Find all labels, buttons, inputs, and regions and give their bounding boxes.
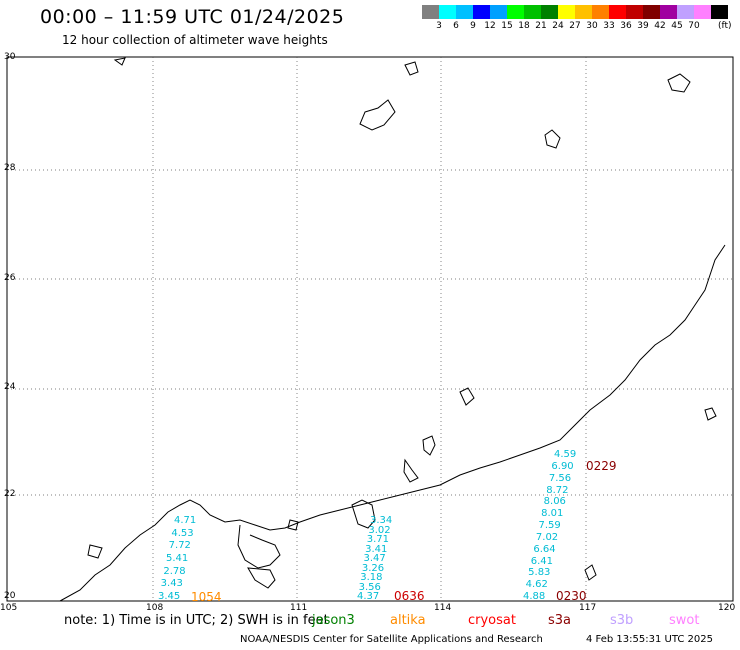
credit-line: NOAA/NESDIS Center for Satellite Applica… <box>240 634 543 645</box>
wave-height-value: 6.41 <box>530 555 554 567</box>
color-scale-tick: 21 <box>535 21 547 31</box>
wave-height-value: 6.64 <box>533 543 556 555</box>
color-scale-swatch <box>660 5 677 19</box>
satellite-legend-s3a: s3a <box>548 613 572 628</box>
wave-height-value: 3.41 <box>365 543 388 555</box>
wave-height-value: 4.53 <box>171 527 194 539</box>
color-scale-tick: 15 <box>501 21 513 31</box>
track-time-label: 0230 <box>556 589 587 603</box>
wave-height-value: 7.72 <box>168 540 191 552</box>
color-scale-tick: 9 <box>470 21 476 31</box>
color-scale-tick: 3 <box>436 21 442 31</box>
generated-timestamp: 4 Feb 13:55:31 UTC 2025 <box>586 634 713 645</box>
color-scale-swatch <box>575 5 592 19</box>
wave-height-value: 3.43 <box>160 578 183 590</box>
grid-lines <box>7 57 733 601</box>
color-scale-swatch <box>558 5 575 19</box>
satellite-legend-altika: altika <box>390 613 426 628</box>
color-scale-tick: 27 <box>569 21 581 31</box>
color-scale-unit: (ft) <box>718 21 732 31</box>
wave-height-value: 5.83 <box>528 567 551 579</box>
wave-height-value: 3.47 <box>363 553 386 564</box>
map-frame <box>6 56 734 602</box>
color-scale-tick: 42 <box>654 21 666 31</box>
color-scale-tick: 70 <box>688 21 700 31</box>
map-subtitle: 12 hour collection of altimeter wave hei… <box>62 33 328 47</box>
color-scale-swatch <box>524 5 541 19</box>
color-scale-tick: 6 <box>453 21 459 31</box>
color-scale-swatch <box>422 5 439 19</box>
color-scale-swatch <box>694 5 711 19</box>
color-scale-swatch <box>711 5 728 19</box>
color-scale-swatch <box>439 5 456 19</box>
color-scale-tick: 33 <box>603 21 615 31</box>
footer-note: note: 1) Time is in UTC; 2) SWH is in fe… <box>64 613 329 628</box>
color-scale-tick: 36 <box>620 21 632 31</box>
wave-height-value: 3.26 <box>361 562 385 574</box>
wave-height-value: 6.90 <box>551 460 574 472</box>
color-scale-swatch <box>643 5 660 19</box>
wave-height-value: 3.45 <box>158 591 181 602</box>
wave-height-value: 3.71 <box>366 534 390 545</box>
wave-height-value: 4.88 <box>523 591 546 602</box>
wave-height-value: 4.59 <box>554 449 577 460</box>
color-scale-swatch <box>456 5 473 19</box>
lon-label-108: 108 <box>146 603 164 613</box>
color-scale-swatch <box>490 5 507 19</box>
color-scale-tick: 18 <box>518 21 530 31</box>
wave-height-value: 4.71 <box>174 515 197 526</box>
track-time-label: 0229 <box>586 459 617 473</box>
color-scale-swatch <box>609 5 626 19</box>
wave-height-value: 8.06 <box>543 496 566 508</box>
wave-height-value: 2.78 <box>163 565 186 577</box>
lat-label-20: 20 <box>4 591 16 601</box>
wave-height-value: 3.18 <box>360 572 383 583</box>
wave-height-value: 4.62 <box>525 579 548 591</box>
color-scale-swatch <box>507 5 524 19</box>
wave-height-value: 7.59 <box>538 520 561 531</box>
color-scale-tick: 24 <box>552 21 564 31</box>
lon-label-114: 114 <box>434 603 452 613</box>
wave-height-value: 5.41 <box>166 553 189 564</box>
lon-label-120: 120 <box>718 603 736 613</box>
color-scale-swatch <box>677 5 694 19</box>
wave-height-value: 7.02 <box>535 531 559 543</box>
lon-label-105: 105 <box>0 603 18 613</box>
color-scale-swatch <box>626 5 643 19</box>
wave-height-value: 8.72 <box>546 484 569 496</box>
wave-height-value: 7.56 <box>548 472 572 484</box>
lon-label-117: 117 <box>579 603 597 613</box>
color-scale-swatch <box>473 5 490 19</box>
track-time-label: 0636 <box>394 589 425 603</box>
color-scale-tick: 45 <box>671 21 683 31</box>
wave-height-value: 8.01 <box>541 508 564 520</box>
coastline <box>59 57 726 602</box>
lon-label-111: 111 <box>290 603 308 613</box>
color-scale-swatch <box>592 5 609 19</box>
wave-height-value: 3.56 <box>358 581 381 593</box>
wave-height-color-scale <box>422 5 728 19</box>
color-scale-tick: 39 <box>637 21 649 31</box>
satellite-legend-cryosat: cryosat <box>468 613 516 628</box>
color-scale-swatch <box>541 5 558 19</box>
lat-label-22: 22 <box>4 489 16 499</box>
lat-label-28: 28 <box>4 163 16 173</box>
lat-label-24: 24 <box>4 382 16 392</box>
satellite-legend-swot: swot <box>669 613 700 628</box>
wave-height-value: 4.37 <box>357 591 380 602</box>
color-scale-tick: 30 <box>586 21 598 31</box>
color-scale-tick: 12 <box>484 21 496 31</box>
satellite-legend-jason3: jason3 <box>312 613 355 628</box>
wave-height-value: 3.34 <box>370 515 393 526</box>
track-time-label: 1054 <box>191 590 222 604</box>
map-title: 00:00 – 11:59 UTC 01/24/2025 <box>40 6 345 28</box>
wave-height-value: 3.02 <box>368 524 391 536</box>
lat-label-30: 30 <box>4 52 16 62</box>
lat-label-26: 26 <box>4 273 16 283</box>
satellite-legend-s3b: s3b <box>610 613 634 628</box>
